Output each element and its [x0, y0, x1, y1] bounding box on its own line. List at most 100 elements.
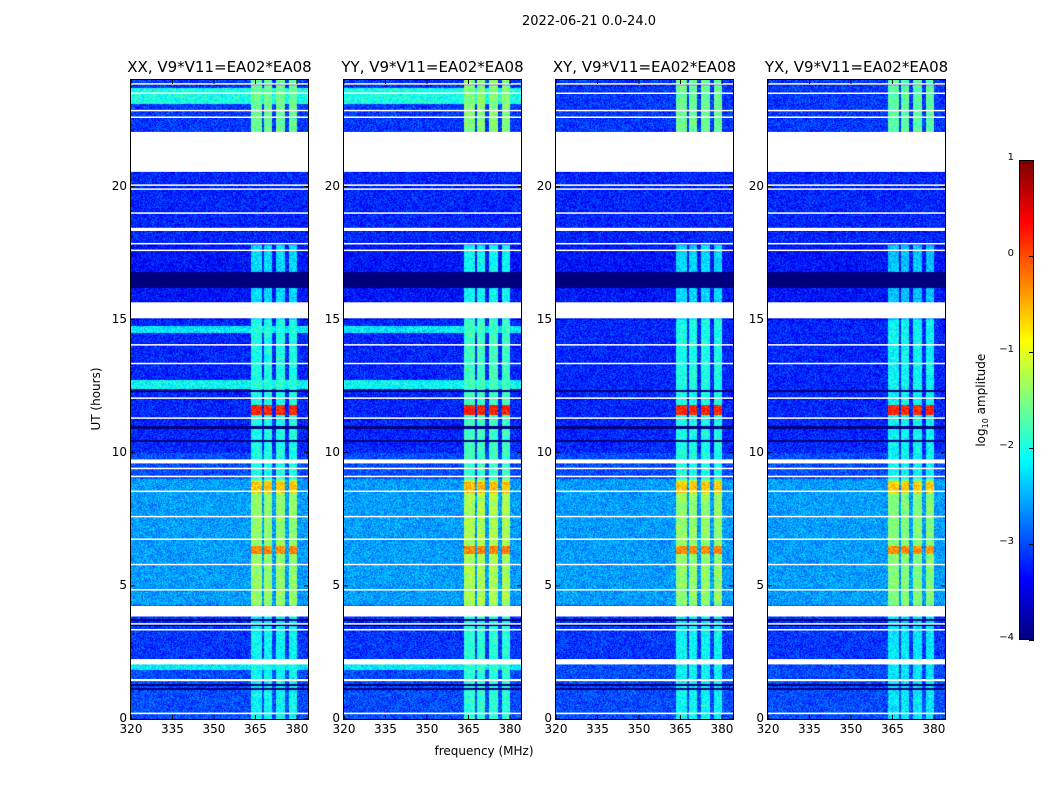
flagged-interval — [344, 184, 521, 186]
panel-title: XY, V9*V11=EA02*EA08 — [552, 58, 737, 76]
flagged-interval — [344, 659, 521, 665]
flagged-interval — [768, 116, 945, 118]
flagged-interval — [344, 249, 521, 252]
flagged-interval — [768, 188, 945, 190]
y-tick-label: 20 — [111, 178, 127, 193]
flagged-interval — [344, 109, 521, 112]
flagged-interval — [768, 92, 945, 95]
colorbar-tick-mark — [1029, 256, 1034, 257]
flagged-interval — [131, 623, 308, 625]
flagged-interval — [768, 131, 945, 172]
flagged-interval — [344, 623, 521, 625]
flagged-interval — [556, 563, 733, 566]
flagged-interval — [556, 212, 733, 214]
y-tick-label: 5 — [119, 577, 127, 592]
waterfall-panel: XY, V9*V11=EA02*EA08 0 5 10 15 20 320 335 350 365… — [537, 58, 736, 736]
flagged-interval — [556, 227, 733, 231]
flagged-interval — [344, 605, 521, 617]
flagged-interval — [131, 629, 308, 631]
flagged-interval — [131, 712, 308, 715]
flagged-interval — [344, 459, 521, 464]
flagged-interval — [131, 242, 308, 245]
flagged-interval — [556, 83, 733, 85]
flagged-interval — [344, 302, 521, 319]
flagged-interval — [556, 242, 733, 245]
flagged-interval — [768, 659, 945, 665]
x-tick-label: 380 — [285, 722, 309, 736]
flagged-interval — [556, 538, 733, 540]
flagged-interval — [131, 538, 308, 540]
flagged-interval — [556, 712, 733, 715]
y-tick-label: 20 — [748, 178, 764, 193]
flagged-interval — [556, 659, 733, 665]
flagged-interval — [344, 475, 521, 478]
y-tick-label: 10 — [324, 444, 340, 459]
flagged-interval — [131, 659, 308, 665]
flag-overlay — [131, 80, 308, 719]
flagged-interval — [131, 212, 308, 214]
y-tick-label: 10 — [748, 444, 764, 459]
flagged-interval — [131, 302, 308, 319]
x-tick-label: 365 — [457, 722, 480, 736]
flagged-interval — [768, 623, 945, 625]
colorbar-tick-label: 1 — [1007, 152, 1014, 163]
flagged-interval — [131, 131, 308, 172]
flagged-interval — [556, 623, 733, 625]
flag-overlay — [768, 80, 945, 719]
y-tick-label: 0 — [332, 711, 340, 725]
flagged-interval — [131, 467, 308, 470]
figure-title: 2022-06-21 0.0-24.0 — [522, 14, 656, 29]
flag-overlay — [344, 80, 521, 719]
colorbar-tick-mark — [1029, 448, 1034, 449]
flagged-interval — [131, 92, 308, 95]
flag-overlay — [556, 80, 733, 719]
flagged-interval — [344, 131, 521, 172]
flagged-interval — [344, 563, 521, 566]
flagged-interval — [556, 362, 733, 365]
flagged-interval — [344, 362, 521, 365]
flagged-interval — [131, 184, 308, 186]
panel-title: YY, V9*V11=EA02*EA08 — [341, 58, 524, 76]
colorbar-tick-label: −2 — [999, 440, 1014, 451]
x-tick-label: 335 — [798, 722, 821, 736]
flagged-interval — [556, 344, 733, 346]
flagged-interval — [131, 589, 308, 591]
colorbar-tick-mark — [1029, 352, 1034, 353]
flagged-interval — [556, 109, 733, 112]
flagged-interval — [768, 538, 945, 540]
x-tick-label: 350 — [627, 722, 651, 736]
x-tick-label: 320 — [332, 722, 356, 736]
flagged-interval — [131, 605, 308, 617]
flagged-interval — [131, 490, 308, 493]
flagged-interval — [768, 242, 945, 245]
flagged-interval — [768, 184, 945, 186]
flagged-interval — [768, 302, 945, 319]
flagged-interval — [131, 188, 308, 190]
colorbar-tick-mark — [1029, 160, 1034, 161]
x-tick-label: 320 — [756, 722, 780, 736]
colorbar-label-main: log — [973, 428, 988, 447]
flagged-interval — [344, 116, 521, 118]
flagged-interval — [768, 629, 945, 631]
y-tick-label: 0 — [756, 711, 764, 725]
x-tick-label: 365 — [669, 722, 692, 736]
flagged-interval — [556, 605, 733, 617]
flagged-interval — [344, 417, 521, 419]
flagged-interval — [768, 605, 945, 617]
flagged-interval — [556, 92, 733, 95]
flagged-interval — [768, 212, 945, 214]
flagged-interval — [768, 459, 945, 464]
colorbar-tick-label: −4 — [999, 632, 1014, 643]
flagged-interval — [131, 459, 308, 464]
waterfall-panel: XX, V9*V11=EA02*EA08 0 5 10 15 20 320 335 350 365… — [112, 58, 312, 736]
flagged-interval — [344, 490, 521, 493]
flagged-interval — [344, 242, 521, 245]
colorbar-tick-label: 0 — [1007, 248, 1014, 259]
flagged-interval — [768, 712, 945, 715]
flagged-interval — [768, 589, 945, 591]
x-tick-label: 335 — [586, 722, 609, 736]
flagged-interval — [131, 679, 308, 682]
flagged-interval — [768, 417, 945, 419]
colorbar — [1019, 160, 1034, 640]
flagged-interval — [768, 475, 945, 478]
